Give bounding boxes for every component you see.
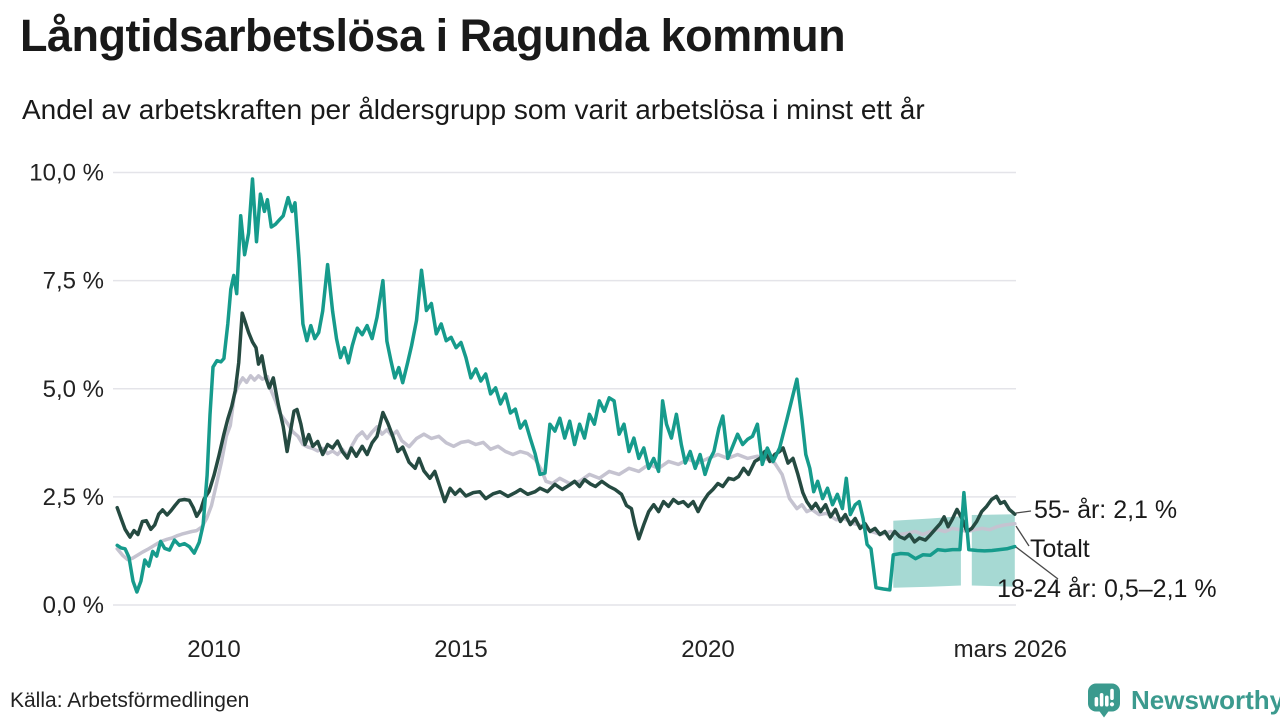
connector-55-ar (1015, 510, 1032, 514)
x-axis-tick-label: 2020 (681, 636, 734, 663)
y-axis-tick-label: 0,0 % (43, 592, 104, 619)
chart-plot-area: 0,0 % 2,5 % 5,0 % 7,5 % 10,0 % 2010 2015 2020 ma… (29, 160, 1067, 664)
source-note: Källa: Arbetsförmedlingen (10, 689, 250, 712)
series-line (115, 177, 1017, 594)
y-axis-tick-label: 7,5 % (43, 268, 104, 295)
newsworthy-wordmark: Newsworthy (1131, 684, 1280, 715)
newsworthy-bubble-chart-icon (1088, 683, 1120, 718)
x-axis-tick-label: 2010 (187, 636, 240, 663)
x-axis-tick-label: 2015 (434, 636, 487, 663)
x-axis-tick-label: mars 2026 (954, 636, 1067, 663)
end-label-totalt: Totalt (1030, 535, 1090, 563)
end-label-18-24-ar: 18-24 år: 0,5–2,1 % (997, 575, 1217, 603)
series-line (115, 311, 1017, 544)
chart-subtitle: Andel av arbetskraften per åldersgrupp s… (22, 94, 925, 125)
newsworthy-logo: Newsworthy (1086, 682, 1280, 718)
y-axis-tick-label: 5,0 % (43, 376, 104, 403)
y-axis-tick-label: 10,0 % (29, 160, 104, 187)
connector-18-24-ar (1015, 546, 1059, 580)
connector-totalt (1015, 525, 1030, 547)
end-label-55-ar: 55- år: 2,1 % (1034, 496, 1178, 524)
y-axis-tick-label: 2,5 % (43, 484, 104, 511)
page-title: Långtidsarbetslösa i Ragunda kommun (20, 10, 846, 61)
